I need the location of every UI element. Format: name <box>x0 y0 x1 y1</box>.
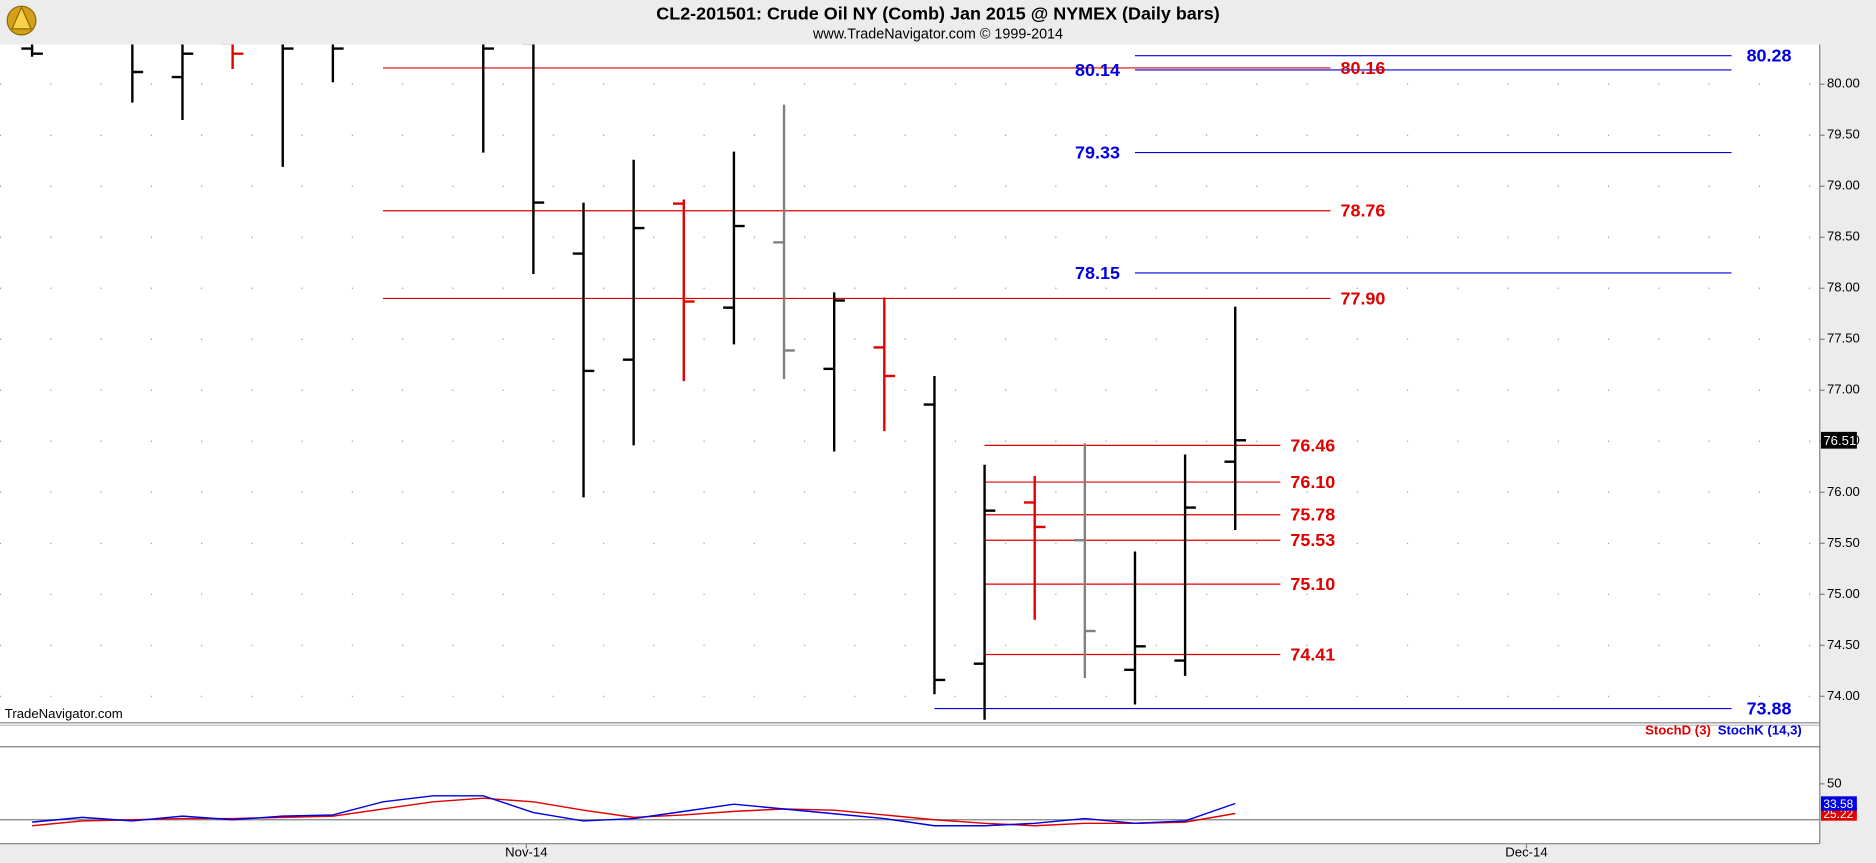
y-tick-label: 79.00 <box>1827 178 1860 193</box>
chart-title: CL2-201501: Crude Oil NY (Comb) Jan 2015… <box>656 3 1219 23</box>
chart-subtitle: www.TradeNavigator.com © 1999-2014 <box>812 27 1063 43</box>
legend-entry: StochD (3) <box>1645 723 1711 738</box>
y-tick-label: 75.00 <box>1827 586 1860 601</box>
level-label: 75.10 <box>1290 574 1335 594</box>
price-plot <box>0 44 1820 720</box>
logo <box>6 5 37 36</box>
level-label: 75.78 <box>1290 505 1335 525</box>
last-value-box <box>1820 796 1857 811</box>
y-tick-label: 79.50 <box>1827 127 1860 142</box>
legend-entry: StochK (14,3) <box>1718 723 1802 738</box>
stoch-line <box>32 797 1236 827</box>
level-label: 79.33 <box>1075 143 1120 163</box>
y-tick-label: 74.00 <box>1827 688 1860 703</box>
level-label: 80.16 <box>1341 58 1386 78</box>
y-tick-label: 77.00 <box>1827 382 1860 397</box>
legend-strip <box>0 722 1820 747</box>
price-panel <box>0 44 1820 723</box>
last-price-box <box>1820 431 1857 449</box>
y-tick-label: 80.00 <box>1827 76 1860 91</box>
y-tick-label: 74.50 <box>1827 637 1860 652</box>
level-label: 73.88 <box>1747 698 1792 718</box>
stoch-line <box>32 795 1236 827</box>
y-tick-label: 75.50 <box>1827 535 1860 550</box>
level-label: 77.90 <box>1341 288 1386 308</box>
watermark: TradeNavigator.com <box>5 706 123 721</box>
stoch-plot <box>0 795 1820 827</box>
level-label: 76.46 <box>1290 435 1335 455</box>
y-tick-label: 78.50 <box>1827 229 1860 244</box>
y-tick-label: 77.50 <box>1827 331 1860 346</box>
level-label: 80.14 <box>1075 60 1120 80</box>
y-tick-label: 50 <box>1827 775 1842 790</box>
level-label: 75.53 <box>1290 530 1335 550</box>
x-tick-label: Dec-14 <box>1505 845 1547 860</box>
x-tick-label: Nov-14 <box>505 845 547 860</box>
level-label: 78.15 <box>1075 263 1120 283</box>
level-label: 78.76 <box>1341 201 1386 221</box>
overlay: 74.0074.5075.0075.5076.0076.5077.0077.50… <box>505 46 1860 860</box>
last-value-label: 33.58 <box>1823 797 1853 811</box>
y-tick-label: 78.00 <box>1827 280 1860 295</box>
level-label: 74.41 <box>1290 644 1335 664</box>
level-label: 80.28 <box>1747 46 1792 66</box>
stoch-panel <box>0 746 1820 844</box>
last-price-label: 76.51 <box>1823 433 1856 448</box>
level-label: 76.10 <box>1290 472 1335 492</box>
y-tick-label: 76.00 <box>1827 484 1860 499</box>
